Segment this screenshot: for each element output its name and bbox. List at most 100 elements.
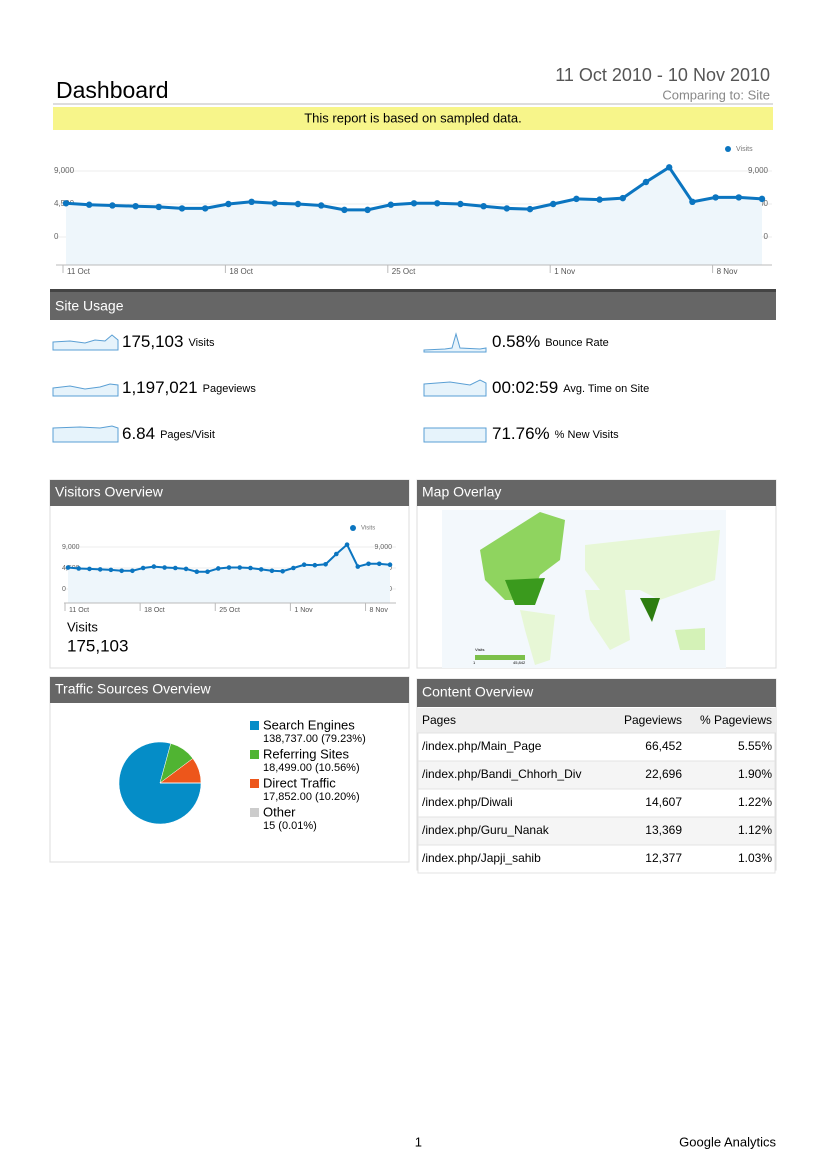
legend-swatch [250,750,259,759]
y-tick-label: 0 [62,586,66,593]
point [712,194,719,201]
point [225,200,232,208]
panel-header [417,480,776,506]
panel-title: Content Overview [422,684,534,700]
map-land [585,590,630,650]
point [410,200,418,207]
point [173,565,178,571]
point [364,206,371,214]
panel-header [50,480,409,506]
metric: 6.84 Pages/Visit [122,424,215,443]
point [155,203,162,211]
panel-header [50,291,776,320]
table-cell: /index.php/Bandi_Chhorh_Div [422,767,581,781]
point [758,195,766,203]
value-label: 138,737.00 (79.23%) [263,733,366,745]
metric-label: Pages/Visit [160,429,215,441]
point [151,564,157,569]
map-land [585,530,720,600]
point [366,561,371,567]
metric-value: 71.76% [492,424,550,443]
area [68,544,390,603]
metric-value: 6.84 [122,424,155,443]
notice-bar [53,107,773,130]
point [387,201,394,208]
comparing: Comparing to: Site [662,87,770,102]
point [503,205,510,212]
point [87,566,92,572]
panel-rule [50,289,776,292]
table-cell: 1.03% [738,851,772,865]
value-label: 17,852.00 (10.20%) [263,791,360,803]
point [689,198,696,205]
value-label: 15 (0.01%) [263,820,317,832]
table-cell: 14,607 [645,795,682,809]
point [109,202,116,209]
point [291,565,296,571]
panel [49,676,410,863]
point [65,565,71,570]
panel-header [50,677,409,703]
legend-dot [350,525,356,531]
point [312,562,318,568]
legend-label: Search Engines [263,717,355,732]
y-tick-label: 9,000 [62,544,80,551]
metric: 1,197,021 Pageviews [122,378,256,397]
point [130,568,135,574]
metric-label: Avg. Time on Site [563,383,649,395]
date-range: 11 Oct 2010 - 10 Nov 2010 [555,65,770,85]
table-cell: 1.90% [738,767,772,781]
point [323,561,328,567]
x-tick-label: 11 Oct [69,607,89,614]
table-row [417,788,776,818]
y-tick-label-right: 9,000 [748,166,769,175]
metric-label: Pageviews [203,383,257,395]
metric: 0.58% Bounce Rate [492,332,609,351]
point [573,195,580,203]
x-tick-label: 8 Nov [370,607,389,614]
point [526,205,534,213]
x-tick-label: 1 Nov [294,607,313,614]
x-tick-label: 18 Oct [229,267,253,276]
legend-label: Referring Sites [263,746,349,761]
brand: Google Analytics [679,1134,776,1149]
point [269,568,275,574]
table-cell: /index.php/Japji_sahib [422,851,541,865]
point [215,566,221,571]
point [205,569,210,575]
metric-label: Bounce Rate [545,337,609,349]
map-land [520,610,555,665]
point [162,565,167,570]
point [62,200,70,207]
table-header-bg [418,708,775,733]
panel-title: Site Usage [55,298,124,314]
metric-label: Visits [188,337,215,349]
map-land [640,598,660,622]
column-header: Pageviews [624,713,682,727]
point [480,203,487,210]
x-tick-label: 25 Oct [219,607,240,614]
map-land [480,512,565,600]
x-tick-label: 11 Oct [67,267,91,276]
map-legend-min: 1 [473,660,476,665]
map-legend-max: 45,842 [513,660,526,665]
point [280,568,285,574]
sparklines [52,332,487,443]
legend-label: Visits [361,526,375,532]
value-label: 18,499.00 (10.56%) [263,762,360,774]
point [86,201,93,208]
pie-slice [118,741,202,825]
point [735,194,742,201]
point [457,200,464,208]
title: Dashboard [56,77,169,103]
point [226,565,232,570]
table-cell: 22,696 [645,767,682,781]
y-tick-label-right: 0 [764,232,769,241]
map-land [675,628,705,650]
column-header: % Pageviews [700,713,772,727]
x-tick-label: 25 Oct [392,267,416,276]
table-cell: 12,377 [645,851,682,865]
point [258,567,264,572]
legend-label: Other [263,804,296,819]
point [76,566,82,571]
